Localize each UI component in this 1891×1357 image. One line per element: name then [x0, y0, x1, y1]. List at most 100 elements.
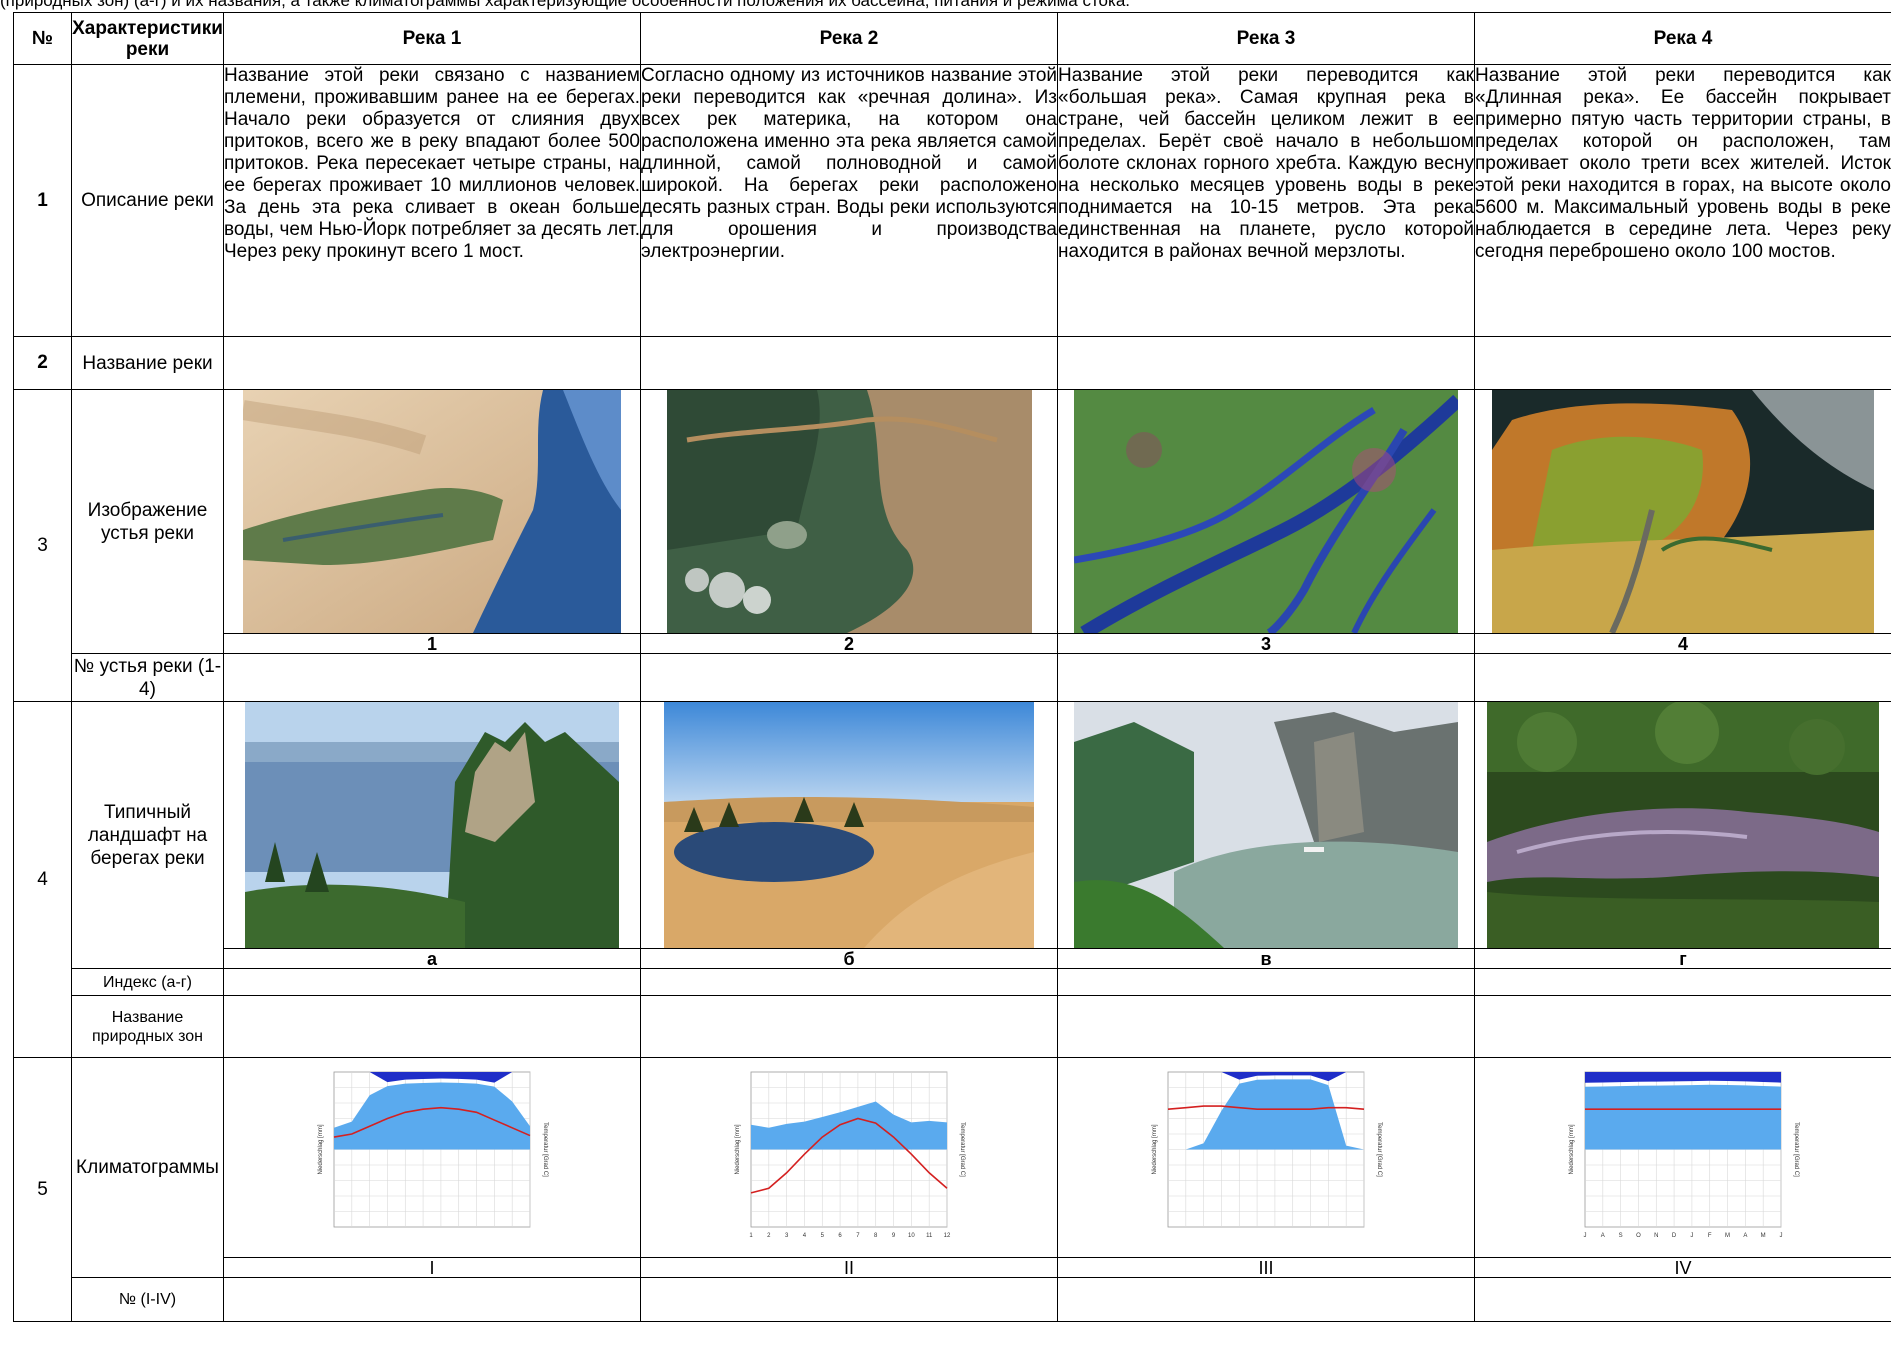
row-landscape-images: 4 Типичный ландшафт на берегах реки	[13, 701, 1891, 1058]
mouth-1-caption: 1	[223, 633, 641, 654]
precipitation-area	[1168, 1079, 1364, 1150]
header-characteristics: Характеристики реки	[71, 12, 224, 65]
climate-2-answer-cell[interactable]	[640, 1277, 1058, 1322]
precipitation-area	[1585, 1084, 1781, 1150]
left-axis-label: Niederschlag [mm]	[1569, 1124, 1575, 1174]
climatogram-3-caption: III	[1057, 1257, 1475, 1278]
left-axis-label: Niederschlag [mm]	[318, 1124, 324, 1174]
precipitation-area	[334, 1082, 530, 1150]
x-tick-label: 10	[908, 1233, 915, 1239]
climatogram-4-cell: Niederschlag [mm] Temperatur [Grad C] J A S O…	[1474, 1057, 1891, 1258]
climate-1-answer-cell[interactable]	[223, 1277, 641, 1322]
row-5-sub-label: № (I-IV)	[71, 1277, 224, 1322]
mouth-2-caption: 2	[640, 633, 1058, 654]
row-3-label: Изображение устья реки	[71, 389, 224, 654]
landscape-a-caption: а	[223, 948, 641, 969]
climatogram-IV: Niederschlag [mm] Temperatur [Grad C] J A S O…	[1569, 1071, 1799, 1239]
intro-text: (природных зон) (а-г) и их названия, а т…	[0, 0, 1131, 10]
header-num: №	[13, 12, 72, 65]
x-tick-label: M	[1761, 1233, 1766, 1239]
landscape-2-answer-cell[interactable]	[640, 968, 1058, 996]
x-tick-label: J	[1780, 1233, 1783, 1239]
row-5-number: 5	[13, 1057, 72, 1322]
header-river-2: Река 2	[640, 12, 1058, 65]
x-tick-label: J	[1584, 1233, 1587, 1239]
mouth-2-answer-cell[interactable]	[640, 653, 1058, 702]
river-3-description: Название этой реки переводится как «боль…	[1057, 64, 1475, 337]
row-natural-zones: Название природных зон	[14, 995, 1891, 1058]
climatogram-I: Niederschlag [mm] Temperatur [Grad C]	[318, 1071, 548, 1228]
row-name: 2 Название реки	[13, 336, 1891, 390]
zone-3-answer-cell[interactable]	[1057, 995, 1475, 1058]
climatogram-2-caption: II	[640, 1257, 1058, 1278]
mouth-4-answer-cell[interactable]	[1474, 653, 1891, 702]
mouth-1-image	[243, 390, 621, 633]
river-2-description: Согласно одному из источников название э…	[640, 64, 1058, 337]
row-description: 1 Описание реки Название этой реки связа…	[13, 64, 1891, 337]
zone-4-answer-cell[interactable]	[1474, 995, 1891, 1058]
landscape-c-caption: в	[1057, 948, 1475, 969]
x-tick-label: 3	[785, 1233, 789, 1239]
landscape-b-caption: б	[640, 948, 1058, 969]
x-tick-label: 8	[874, 1233, 878, 1239]
row-climatograms: 5 Климатограммы Niederschlag [mm] Tempera…	[13, 1057, 1891, 1322]
climatogram-1-cell: Niederschlag [mm] Temperatur [Grad C]	[223, 1057, 641, 1258]
row-1-label: Описание реки	[71, 64, 224, 337]
x-tick-label: 1	[749, 1233, 753, 1239]
climate-3-answer-cell[interactable]	[1057, 1277, 1475, 1322]
river-3-name-cell[interactable]	[1057, 336, 1475, 390]
row-landscape-index: Индекс (а-г)	[14, 968, 1891, 996]
row-climate-number: № (I-IV)	[14, 1277, 1891, 1322]
river-4-name-cell[interactable]	[1474, 336, 1891, 390]
left-axis-label: Niederschlag [mm]	[1152, 1124, 1158, 1174]
mouth-1-cell	[223, 389, 641, 634]
left-axis-label: Niederschlag [mm]	[735, 1124, 741, 1174]
zone-2-answer-cell[interactable]	[640, 995, 1058, 1058]
x-tick-label: 12	[944, 1233, 951, 1239]
x-tick-label: 4	[803, 1233, 807, 1239]
precipitation-area	[751, 1101, 947, 1150]
row-1-number: 1	[13, 64, 72, 337]
landscape-1-answer-cell[interactable]	[223, 968, 641, 996]
landscape-a-image	[245, 702, 619, 948]
row-climate-captions: I II III IV	[14, 1257, 1891, 1278]
mouth-3-answer-cell[interactable]	[1057, 653, 1475, 702]
landscape-4-answer-cell[interactable]	[1474, 968, 1891, 996]
mouth-4-caption: 4	[1474, 633, 1891, 654]
temperature-line	[750, 1117, 948, 1194]
header-river-3: Река 3	[1057, 12, 1475, 65]
river-2-name-cell[interactable]	[640, 336, 1058, 390]
x-tick-label: 2	[767, 1233, 771, 1239]
x-tick-label: A	[1743, 1233, 1747, 1239]
landscape-3-answer-cell[interactable]	[1057, 968, 1475, 996]
row-4-label: Типичный ландшафт на берегах реки	[71, 701, 224, 969]
mouth-3-caption: 3	[1057, 633, 1475, 654]
river-1-name-cell[interactable]	[223, 336, 641, 390]
climatogram-III: Niederschlag [mm] Temperatur [Grad C]	[1152, 1071, 1382, 1228]
right-axis-label: Temperatur [Grad C]	[1793, 1122, 1799, 1177]
x-tick-label: S	[1619, 1233, 1623, 1239]
row-2-label: Название реки	[71, 336, 224, 390]
mouth-4-cell	[1474, 389, 1891, 634]
x-tick-label: D	[1672, 1233, 1677, 1239]
row-mouth-images: 3 Изображение устья реки	[13, 389, 1891, 702]
x-tick-label: J	[1690, 1233, 1693, 1239]
x-tick-label: 5	[821, 1233, 825, 1239]
mouth-1-answer-cell[interactable]	[223, 653, 641, 702]
climatogram-II: Niederschlag [mm] Temperatur [Grad C]1 2 3 4…	[735, 1071, 965, 1239]
x-tick-label: A	[1601, 1233, 1605, 1239]
climatogram-3-cell: Niederschlag [mm] Temperatur [Grad C]	[1057, 1057, 1475, 1258]
mouth-2-image	[666, 390, 1032, 633]
temperature-line	[333, 1106, 531, 1138]
x-tick-label: N	[1654, 1233, 1658, 1239]
temperature-line	[1167, 1105, 1365, 1110]
zone-1-answer-cell[interactable]	[223, 995, 641, 1058]
precipitation-excess-area	[334, 1072, 530, 1083]
climatogram-1-caption: I	[223, 1257, 641, 1278]
x-tick-label: M	[1725, 1233, 1730, 1239]
x-tick-label: 6	[838, 1233, 842, 1239]
landscape-b-cell	[640, 701, 1058, 949]
landscape-d-cell	[1474, 701, 1891, 949]
right-axis-label: Temperatur [Grad C]	[542, 1122, 548, 1177]
climate-4-answer-cell[interactable]	[1474, 1277, 1891, 1322]
